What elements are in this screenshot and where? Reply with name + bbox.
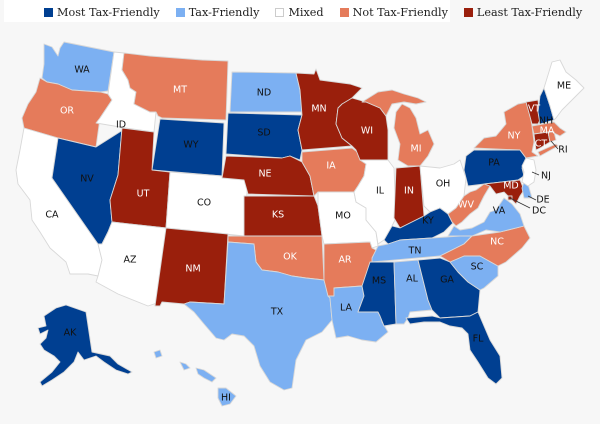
legend-item-mixed[interactable]: Mixed: [275, 5, 324, 19]
state-wy[interactable]: [151, 118, 225, 177]
state-sd[interactable]: [225, 112, 303, 161]
legend-label: Tax-Friendly: [188, 5, 260, 19]
state-la[interactable]: [327, 285, 389, 343]
swatch-least-tax-friendly: [463, 7, 473, 17]
legend-item-most-tax-friendly[interactable]: Most Tax-Friendly: [44, 6, 160, 19]
legend-label: Least Tax-Friendly: [476, 5, 583, 19]
label-nj: NJ: [541, 171, 551, 182]
state-hi[interactable]: [217, 387, 237, 407]
state-wa[interactable]: [41, 41, 115, 93]
state-tx[interactable]: [183, 241, 333, 391]
leader-nj: [531, 171, 540, 176]
state-va[interactable]: [447, 197, 525, 237]
legend-label: Not Tax-Friendly: [352, 5, 448, 19]
state-hi-islands[interactable]: [179, 361, 191, 371]
legend: Most Tax-Friendly Tax-Friendly Mixed Not…: [44, 4, 582, 20]
label-de: DE: [536, 195, 549, 206]
legend-item-tax-friendly[interactable]: Tax-Friendly: [175, 5, 260, 19]
state-mt[interactable]: [121, 52, 229, 121]
state-nc[interactable]: [439, 225, 531, 267]
state-hi-islands[interactable]: [195, 367, 217, 383]
state-pa[interactable]: [463, 149, 527, 187]
state-me[interactable]: [543, 59, 585, 121]
legend-label: Most Tax-Friendly: [57, 5, 160, 19]
label-dc: DC: [532, 206, 546, 217]
state-md[interactable]: [483, 179, 525, 205]
state-ak[interactable]: [37, 304, 133, 387]
state-vt[interactable]: [525, 99, 541, 125]
state-nm[interactable]: [154, 227, 229, 307]
state-ct[interactable]: [533, 131, 551, 151]
state-wv[interactable]: [447, 183, 491, 227]
state-az[interactable]: [95, 221, 167, 307]
leader-dc: [509, 197, 531, 209]
swatch-mixed: [275, 7, 285, 17]
state-ks[interactable]: [243, 195, 323, 237]
leader-de: [527, 195, 537, 201]
swatch-most-tax-friendly: [44, 7, 53, 17]
state-hi-islands[interactable]: [153, 349, 163, 359]
state-nd[interactable]: [229, 71, 303, 113]
state-co[interactable]: [165, 171, 249, 237]
leader-ri: [550, 140, 559, 150]
legend-background: [4, 0, 450, 22]
state-nj[interactable]: [521, 157, 537, 187]
state-fl[interactable]: [405, 311, 503, 385]
state-mi-upper[interactable]: [361, 89, 427, 117]
state-ny-long-island[interactable]: [537, 143, 559, 157]
legend-label: Mixed: [288, 5, 324, 19]
label-ri: RI: [558, 145, 567, 156]
swatch-tax-friendly: [175, 7, 185, 17]
legend-item-not-tax-friendly[interactable]: Not Tax-Friendly: [339, 5, 448, 19]
state-mi[interactable]: [393, 103, 435, 167]
state-ri[interactable]: [547, 131, 557, 143]
legend-item-least-tax-friendly[interactable]: Least Tax-Friendly: [463, 5, 583, 19]
swatch-not-tax-friendly: [339, 7, 349, 17]
